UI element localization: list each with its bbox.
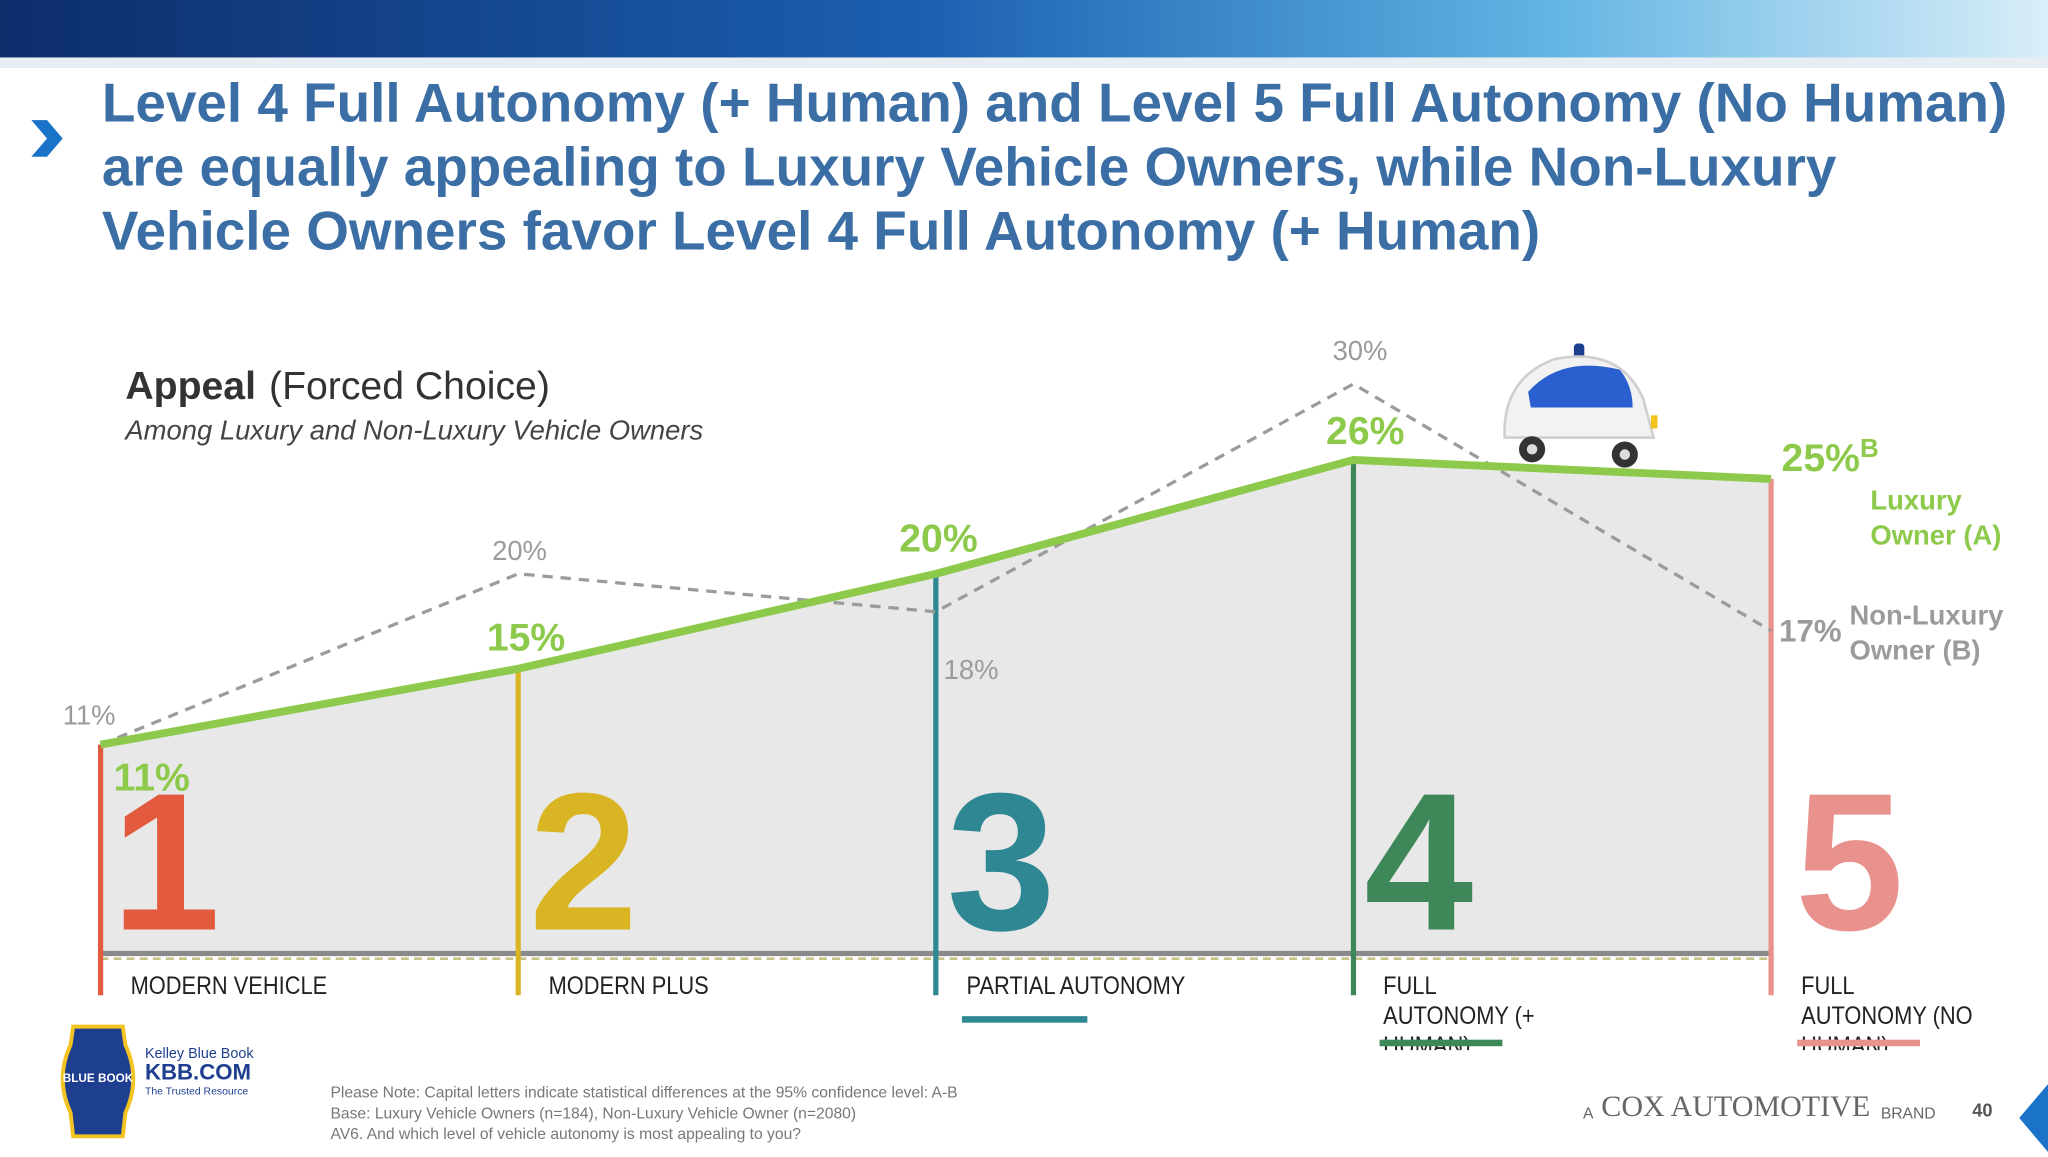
subtitle-note: Among Luxury and Non-Luxury Vehicle Owne… <box>123 415 703 446</box>
non-luxury-value-label: 20% <box>492 535 547 566</box>
level-number: 1 <box>111 752 220 971</box>
level-number: 4 <box>1364 752 1473 971</box>
title-box: Level 4 Full Autonomy (+ Human) and Leve… <box>101 71 2008 262</box>
brand-prefix: A <box>1583 1105 1594 1122</box>
subtitle: Appeal (Forced Choice) <box>125 366 549 409</box>
non-luxury-value-label: 18% <box>944 654 999 685</box>
category-label: FULL AUTONOMY (+ HUMAN) <box>1383 973 1535 1050</box>
corner-triangle <box>2019 1084 2048 1152</box>
category-label-box: FULL AUTONOMY (NO HUMAN) <box>1801 973 1973 1050</box>
note: Base: Luxury Vehicle Owners (n=184), Non… <box>330 1105 856 1122</box>
level-number: 5 <box>1795 752 1904 971</box>
banner <box>0 0 2048 58</box>
note: Please Note: Capital letters indicate st… <box>330 1084 957 1101</box>
category-label: MODERN PLUS <box>548 973 709 1001</box>
luxury-value-label: 15% <box>487 616 565 659</box>
luxury-value-label: 26% <box>1326 410 1404 453</box>
category-label: FULL AUTONOMY (NO HUMAN) <box>1801 973 1973 1050</box>
category-underline <box>1379 1039 1503 1047</box>
logo-name: Kelley Blue Book <box>145 1046 254 1062</box>
category-underline <box>961 1016 1088 1023</box>
banner-edge <box>0 57 2048 68</box>
luxury-value-label: 25%B <box>1782 433 1879 480</box>
legend-non-luxury: Non-Luxury Owner (B) <box>1849 600 2004 667</box>
title: Level 4 Full Autonomy (+ Human) and Leve… <box>101 71 2008 262</box>
luxury-value-label: 20% <box>899 518 977 561</box>
category-label-box: MODERN PLUS <box>548 973 709 1001</box>
page-number: 40 <box>1972 1099 1992 1120</box>
series-line <box>99 456 1772 749</box>
category-label: MODERN VEHICLE <box>130 973 328 1001</box>
category-label-box: FULL AUTONOMY (+ HUMAN) <box>1383 973 1535 1050</box>
logo-site: KBB.COM <box>145 1059 251 1084</box>
legend-non-luxury-box: Non-Luxury Owner (B) <box>1849 600 2004 667</box>
legend-luxury: Luxury Owner (A) <box>1870 485 2002 552</box>
level-number: 2 <box>529 752 638 971</box>
non-luxury-value-label: 17% <box>1779 614 1842 649</box>
logo-tagline: The Trusted Resource <box>145 1087 248 1098</box>
non-luxury-value-label: 30% <box>1333 335 1388 366</box>
legend-luxury-box: Luxury Owner (A) <box>1870 485 2002 552</box>
kbb-badge: BLUE BOOK <box>60 1024 136 1139</box>
category-label-box: PARTIAL AUTONOMY <box>965 973 1185 1001</box>
brand-suffix: BRAND <box>1881 1105 1936 1122</box>
category-underline <box>1797 1039 1920 1047</box>
category-label-box: MODERN VEHICLE <box>130 973 328 1001</box>
subtitle-rest: (Forced Choice) <box>269 366 550 409</box>
chevron <box>31 120 63 157</box>
car-icon <box>1503 343 1658 468</box>
subtitle-bold: Appeal <box>125 366 256 409</box>
note: AV6. And which level of vehicle autonomy… <box>330 1126 801 1143</box>
annotation: B <box>1860 433 1879 463</box>
category-label: PARTIAL AUTONOMY <box>965 973 1185 1001</box>
level-number: 3 <box>947 752 1056 971</box>
luxury-value-label: 11% <box>114 756 190 799</box>
badge-text: BLUE BOOK <box>63 1072 134 1085</box>
brand-name: COX AUTOMOTIVE <box>1601 1090 1870 1123</box>
non-luxury-value-label: 11% <box>63 699 116 730</box>
